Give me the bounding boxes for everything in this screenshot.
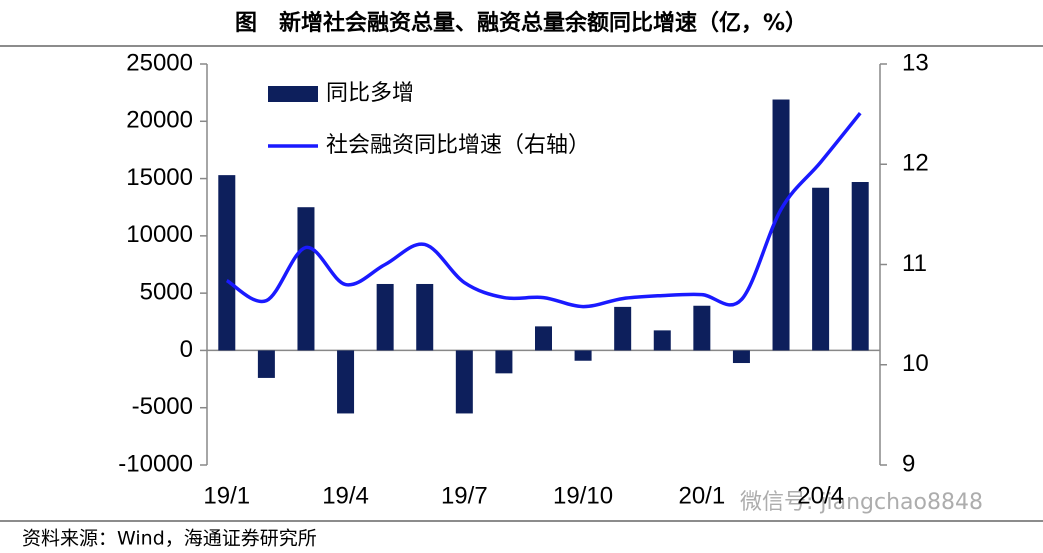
bar [376, 283, 394, 351]
x-tick-label: 19/7 [441, 482, 488, 509]
y-tick-label: 20000 [126, 107, 193, 134]
y2-tick-label: 12 [902, 150, 929, 177]
y2-tick-label: 13 [902, 49, 929, 76]
bar [297, 207, 315, 351]
source: 资料来源：Wind，海通证券研究所 [22, 528, 317, 550]
bar [218, 175, 236, 351]
y-tick-label: 5000 [140, 278, 193, 305]
y-tick-label: -5000 [132, 393, 193, 420]
y-tick-label: 0 [180, 336, 193, 363]
bar [574, 350, 592, 361]
chart-title: 图 新增社会融资总量、融资总量余额同比增速（亿，%） [235, 10, 807, 36]
bar [614, 306, 632, 351]
x-tick-label: 19/10 [553, 482, 613, 509]
bar [653, 330, 671, 351]
line [225, 112, 862, 309]
x-tick-label: 19/1 [203, 482, 250, 509]
bar [455, 350, 473, 414]
y2-tick-label: 10 [902, 350, 929, 377]
bar [337, 350, 355, 414]
y-tick-label: -10000 [118, 450, 193, 477]
y-tick-label: 25000 [126, 49, 193, 76]
bar [535, 326, 552, 351]
legend-label: 社会融资同比增速（右轴） [326, 133, 590, 158]
bar [257, 350, 275, 378]
legend-swatch [268, 86, 318, 102]
bar [495, 350, 513, 374]
x-tick-label: 20/1 [678, 482, 725, 509]
y2-tick-label: 9 [902, 450, 915, 477]
bar [416, 283, 434, 351]
y-tick-label: 15000 [126, 164, 193, 191]
bar [732, 350, 750, 364]
bar [851, 182, 869, 351]
watermark: 微信号: jiangchao8848 [740, 490, 983, 515]
legend-label: 同比多增 [326, 81, 414, 106]
y2-tick-label: 11 [902, 250, 927, 277]
bar [693, 305, 711, 351]
x-tick-label: 20/4 [797, 482, 844, 509]
y-tick-label: 10000 [126, 221, 193, 248]
bar [812, 187, 830, 351]
bar [772, 99, 790, 351]
x-tick-label: 19/4 [322, 482, 369, 509]
